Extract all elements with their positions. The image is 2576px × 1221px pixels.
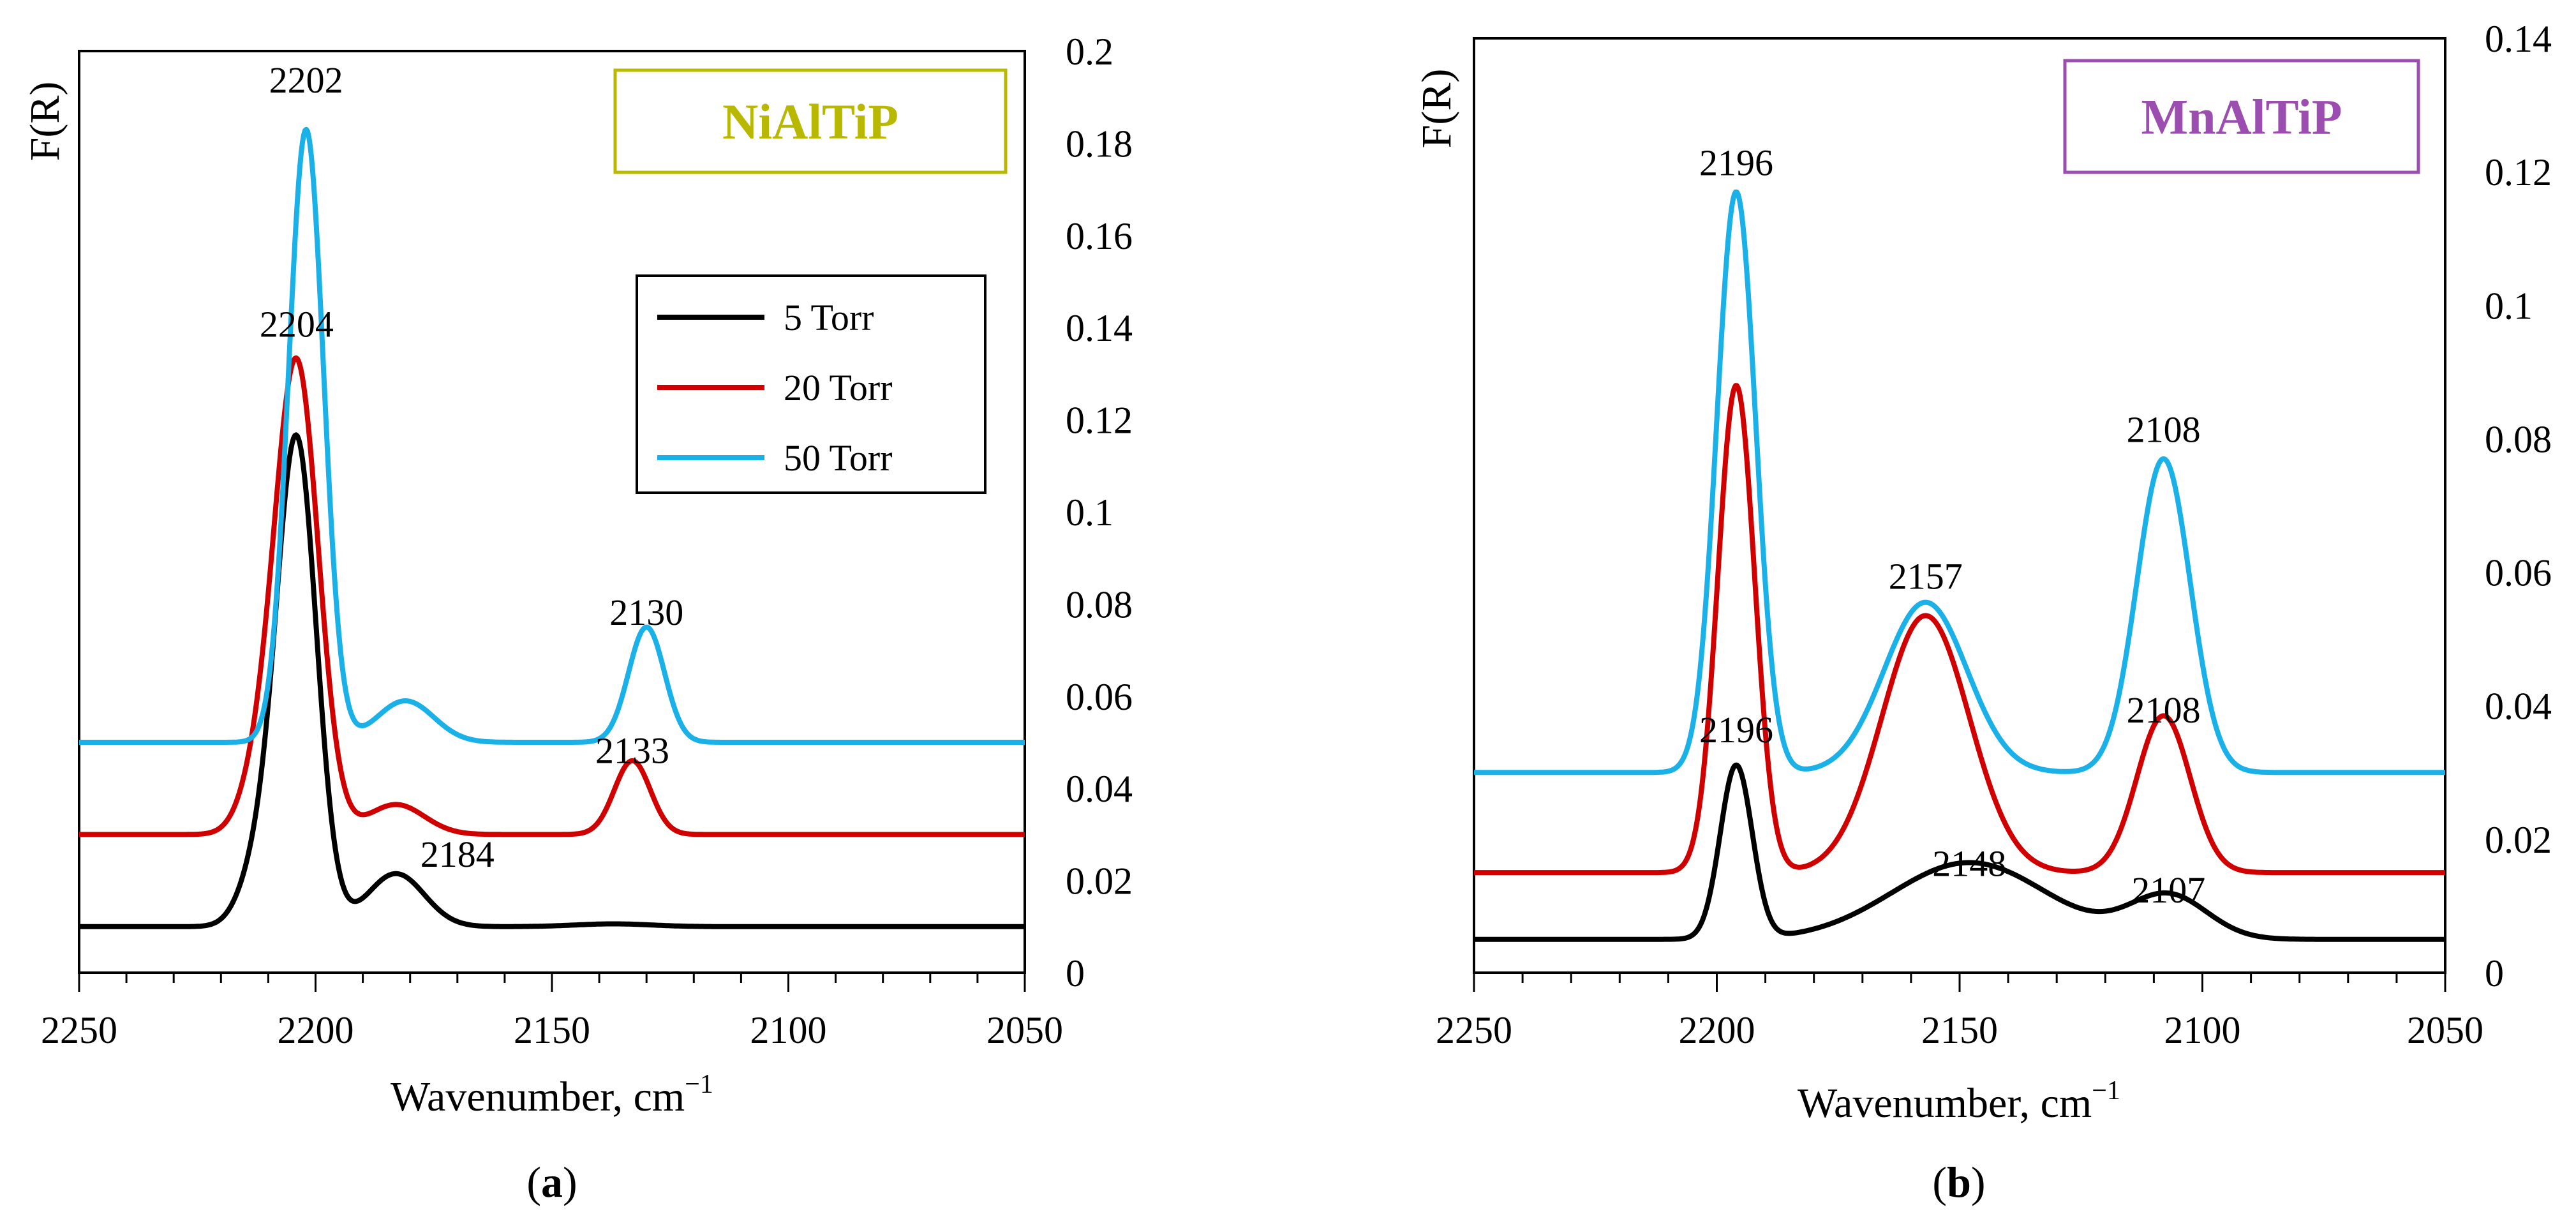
y-tick-label: 0.02 — [1066, 860, 1133, 903]
series-line-50-torr — [1473, 189, 2446, 775]
sample-tag-label: NiAlTiP — [722, 94, 898, 149]
y-tick-label: 0.14 — [1066, 307, 1133, 349]
x-tick-label: 2100 — [2164, 1009, 2241, 1051]
y-tick-label: 0.02 — [2485, 819, 2552, 861]
x-tick-label: 2250 — [1436, 1009, 1512, 1051]
peak-label: 2107 — [2131, 869, 2205, 911]
plot-frame — [1473, 37, 2446, 974]
series-line-5-torr — [78, 432, 1026, 929]
x-tick-label: 2150 — [514, 1009, 590, 1051]
legend-label: 50 Torr — [784, 437, 892, 479]
y-tick-label: 0.08 — [1066, 583, 1133, 625]
peak-label: 2148 — [1932, 843, 2006, 884]
peak-label: 2108 — [2127, 689, 2201, 731]
series-line-20-torr — [78, 355, 1026, 837]
y-tick-label: 0.08 — [2485, 418, 2552, 460]
y-tick-label: 0.04 — [1066, 768, 1133, 810]
y-tick-label: 0 — [2485, 952, 2504, 994]
peak-label: 2133 — [595, 730, 669, 771]
panel-caption: (b) — [1932, 1158, 1985, 1206]
peak-label: 2196 — [1699, 709, 1773, 751]
series-line-5-torr — [1473, 762, 2446, 942]
peak-label: 2130 — [609, 592, 683, 633]
x-tick-label: 2100 — [750, 1009, 827, 1051]
y-tick-label: 0.12 — [2485, 151, 2552, 193]
peak-label: 2108 — [2127, 409, 2201, 451]
x-tick-label: 2200 — [278, 1009, 354, 1051]
series-line-20-torr — [1473, 383, 2446, 876]
y-tick-label: 0.12 — [1066, 400, 1133, 442]
y-tick-label: 0.04 — [2485, 685, 2552, 728]
y-tick-label: 0.1 — [1066, 491, 1113, 534]
x-tick-label: 2050 — [2407, 1009, 2483, 1051]
y-tick-label: 0 — [1066, 952, 1085, 994]
panel-caption: (a) — [526, 1158, 577, 1206]
x-tick-label: 2200 — [1679, 1009, 1755, 1051]
peak-label: 2202 — [269, 59, 343, 101]
x-axis-title: Wavenumber, cm−1 — [1798, 1076, 2120, 1127]
y-tick-label: 0.2 — [1066, 31, 1113, 73]
series-line-50-torr — [78, 126, 1026, 745]
peak-label: 2184 — [421, 834, 495, 875]
x-tick-label: 2050 — [986, 1009, 1063, 1051]
x-tick-label: 2250 — [41, 1009, 117, 1051]
sample-tag-box — [2063, 59, 2420, 174]
sample-tag-box — [613, 68, 1008, 174]
peak-label: 2157 — [1889, 556, 1963, 597]
x-axis-title: Wavenumber, cm−1 — [391, 1070, 713, 1120]
y-tick-label: 0.18 — [1066, 123, 1133, 165]
y-axis-title: F(R) — [22, 82, 68, 161]
x-tick-label: 2150 — [1921, 1009, 1998, 1051]
y-tick-label: 0.06 — [1066, 676, 1133, 718]
y-tick-label: 0.14 — [2485, 18, 2552, 60]
y-tick-label: 0.1 — [2485, 285, 2533, 327]
y-axis-title: F(R) — [1413, 69, 1460, 149]
peak-label: 2196 — [1699, 142, 1773, 183]
peak-label: 2204 — [260, 304, 334, 345]
y-tick-label: 0.06 — [2485, 552, 2552, 594]
legend-label: 20 Torr — [784, 367, 892, 408]
sample-tag-label: MnAlTiP — [2141, 89, 2342, 145]
y-tick-label: 0.16 — [1066, 215, 1133, 257]
legend-label: 5 Torr — [784, 297, 874, 338]
